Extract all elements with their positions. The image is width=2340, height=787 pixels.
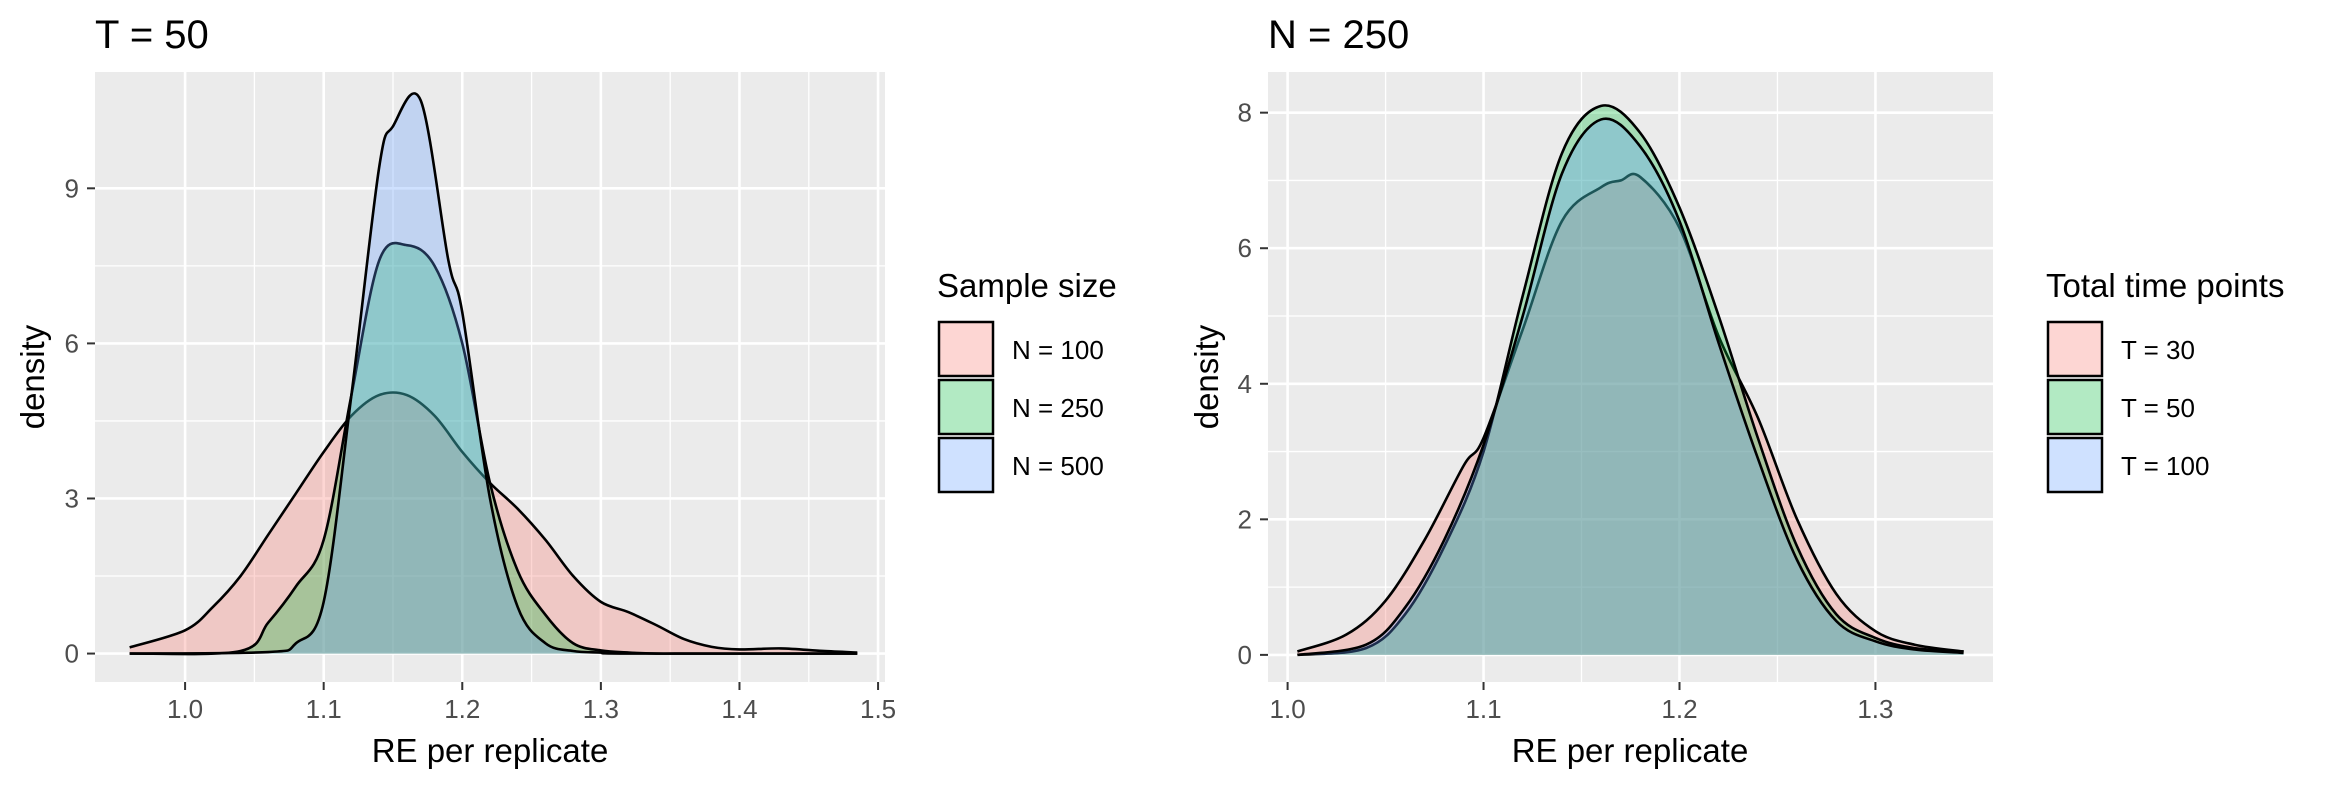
x-tick-label: 1.0 xyxy=(167,694,203,724)
legend: Sample size N = 100 N = 250 N = 500 xyxy=(937,267,1117,494)
major-gridlines xyxy=(95,72,885,682)
density-area-t-100 xyxy=(1297,118,1964,655)
y-tick-label: 6 xyxy=(65,328,79,358)
x-axis-label: RE per replicate xyxy=(372,732,609,769)
x-tick-label: 1.1 xyxy=(306,694,342,724)
y-axis-ticks: 0 3 6 9 xyxy=(65,173,95,669)
x-tick-label: 1.1 xyxy=(1465,694,1501,724)
minor-gridlines xyxy=(95,72,885,682)
plot-background xyxy=(95,72,885,682)
panel-t50: T = 50 1.0 1.1 1.2 1.3 1.4 1.5 0 3 6 9 RE per re… xyxy=(14,13,1117,769)
x-tick-label: 1.2 xyxy=(1661,694,1697,724)
density-area-n-100 xyxy=(129,392,858,654)
legend-label-t30: T = 30 xyxy=(2121,335,2195,365)
y-tick-label: 8 xyxy=(1238,98,1252,128)
legend-key-n250 xyxy=(937,378,995,436)
panel-title: N = 250 xyxy=(1268,13,1409,57)
density-area-n-250 xyxy=(129,243,858,655)
legend-title: Total time points xyxy=(2046,267,2284,304)
x-tick-label: 1.4 xyxy=(721,694,757,724)
x-tick-label: 1.5 xyxy=(860,694,896,724)
panel-title: T = 50 xyxy=(95,13,209,57)
density-area-t-50 xyxy=(1297,105,1964,655)
legend-title: Sample size xyxy=(937,267,1117,304)
density-series xyxy=(129,92,858,656)
minor-gridlines xyxy=(1268,72,1993,682)
y-tick-label: 6 xyxy=(1238,233,1252,263)
legend-label-n500: N = 500 xyxy=(1012,451,1104,481)
y-axis-ticks: 0 2 4 6 8 xyxy=(1238,98,1268,670)
legend-label-t100: T = 100 xyxy=(2121,451,2209,481)
density-line-n-500 xyxy=(129,92,858,655)
legend-label-n250: N = 250 xyxy=(1012,393,1104,423)
density-area-t-30 xyxy=(1297,173,1964,655)
density-area-n-500 xyxy=(129,93,858,654)
legend-label-n100: N = 100 xyxy=(1012,335,1104,365)
y-tick-label: 4 xyxy=(1238,369,1252,399)
y-tick-label: 0 xyxy=(1238,640,1252,670)
y-tick-label: 0 xyxy=(65,639,79,669)
legend-key-n100 xyxy=(937,320,995,378)
legend-key-t30 xyxy=(2046,320,2104,378)
legend-key-t50 xyxy=(2046,378,2104,436)
density-line-t-30 xyxy=(1296,172,1964,653)
x-axis-label: RE per replicate xyxy=(1512,732,1749,769)
x-tick-label: 1.2 xyxy=(444,694,480,724)
y-axis-label: density xyxy=(14,324,51,429)
density-line-t-50 xyxy=(1297,104,1964,657)
legend-key-n500 xyxy=(937,436,995,494)
major-gridlines xyxy=(1268,72,1993,682)
x-axis-ticks: 1.0 1.1 1.2 1.3 1.4 1.5 xyxy=(167,682,896,724)
y-tick-label: 9 xyxy=(65,173,79,203)
x-tick-label: 1.3 xyxy=(1857,694,1893,724)
x-tick-label: 1.3 xyxy=(583,694,619,724)
x-axis-ticks: 1.0 1.1 1.2 1.3 xyxy=(1270,682,1894,724)
legend-key-t100 xyxy=(2046,436,2104,494)
y-tick-label: 3 xyxy=(65,483,79,513)
y-tick-label: 2 xyxy=(1238,504,1252,534)
legend-label-t50: T = 50 xyxy=(2121,393,2195,423)
x-tick-label: 1.0 xyxy=(1270,694,1306,724)
legend: Total time points T = 30 T = 50 T = 100 xyxy=(2046,267,2284,494)
panel-n250: N = 250 1.0 1.1 1.2 1.3 0 2 4 6 8 RE per replic… xyxy=(1188,13,2284,769)
density-line-t-100 xyxy=(1297,117,1964,657)
y-axis-label: density xyxy=(1188,324,1225,429)
density-series xyxy=(1296,104,1964,657)
